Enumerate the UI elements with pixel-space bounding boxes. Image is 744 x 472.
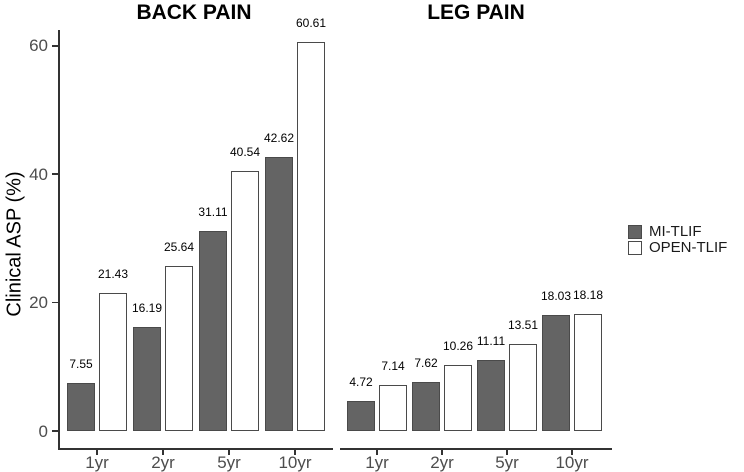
bar-value-label: 16.19 <box>131 301 163 316</box>
x-axis-line <box>58 448 333 450</box>
open-tlif-bar <box>231 170 259 431</box>
x-axis-tick <box>294 449 296 456</box>
y-axis-tick-label: 40 <box>29 164 48 184</box>
bar-value-label: 13.51 <box>507 318 539 333</box>
legend-label-open-tlif: OPEN-TLIF <box>649 239 728 256</box>
bar-value-label: 31.11 <box>198 205 228 220</box>
legend-item-open-tlif: OPEN-TLIF <box>628 239 728 256</box>
x-axis-tick-label: 2yr <box>430 453 454 472</box>
open-tlif-bar <box>379 385 407 431</box>
x-axis-tick-label: 1yr <box>85 453 109 472</box>
x-axis-tick <box>96 449 98 456</box>
bar-value-label: 10.26 <box>442 339 474 354</box>
mi-tlif-swatch-icon <box>628 224 642 239</box>
x-axis-tick <box>506 449 508 456</box>
y-axis-tick-label: 0 <box>38 421 48 441</box>
open-tlif-bar <box>99 293 127 431</box>
bar-value-label: 60.61 <box>295 15 327 30</box>
open-tlif-bar <box>444 365 472 431</box>
y-axis-tick-label: 60 <box>29 36 48 56</box>
y-axis-line <box>58 30 60 450</box>
bar-value-label: 7.62 <box>414 356 438 371</box>
y-axis-tick-label: 20 <box>29 293 48 313</box>
legend-item-mi-tlif: MI-TLIF <box>628 223 727 240</box>
y-axis-tick <box>52 173 58 175</box>
mi-tlif-bar <box>67 382 95 431</box>
bar-value-label: 4.72 <box>349 374 373 389</box>
bar-value-label: 18.03 <box>540 289 572 304</box>
bar-value-label: 7.14 <box>381 359 405 374</box>
bar-value-label: 11.11 <box>476 333 506 348</box>
mi-tlif-bar <box>347 400 375 431</box>
x-axis-tick-label: 5yr <box>217 453 241 472</box>
bar-value-label: 7.55 <box>69 356 93 371</box>
mi-tlif-bar <box>199 231 227 431</box>
x-axis-tick-label: 2yr <box>151 453 175 472</box>
y-axis-tick <box>52 45 58 47</box>
bar-value-label: 21.43 <box>97 267 129 282</box>
bar-value-label: 40.54 <box>229 144 261 159</box>
y-axis-tick <box>52 430 58 432</box>
open-tlif-bar <box>297 41 325 431</box>
x-axis-tick <box>376 449 378 456</box>
bar-value-label: 18.18 <box>572 288 604 303</box>
x-axis-tick <box>571 449 573 456</box>
legend-label-mi-tlif: MI-TLIF <box>649 223 702 240</box>
y-axis-tick <box>52 301 58 304</box>
bar-value-label: 42.62 <box>263 131 295 146</box>
x-axis-line <box>340 448 612 450</box>
open-tlif-bar <box>509 344 537 431</box>
leg-pain-panel-title: LEG PAIN <box>427 1 525 24</box>
back-pain-panel-title: BACK PAIN <box>136 1 252 24</box>
mi-tlif-bar <box>265 157 293 431</box>
x-axis-tick <box>441 449 443 456</box>
x-axis-tick <box>162 449 164 456</box>
mi-tlif-bar <box>133 327 161 431</box>
open-tlif-bar <box>165 266 193 431</box>
x-axis-tick-label: 10yr <box>555 453 589 472</box>
mi-tlif-bar <box>477 359 505 431</box>
mi-tlif-bar <box>412 382 440 431</box>
bar-value-label: 25.64 <box>163 240 195 255</box>
x-axis-tick-label: 10yr <box>278 453 312 472</box>
x-axis-tick-label: 5yr <box>495 453 519 472</box>
open-tlif-bar <box>574 314 602 431</box>
open-tlif-swatch-icon <box>628 240 642 255</box>
x-axis-tick-label: 1yr <box>365 453 389 472</box>
mi-tlif-bar <box>542 315 570 431</box>
x-axis-tick <box>228 449 230 456</box>
legend: MI-TLIF OPEN-TLIF <box>628 223 728 256</box>
